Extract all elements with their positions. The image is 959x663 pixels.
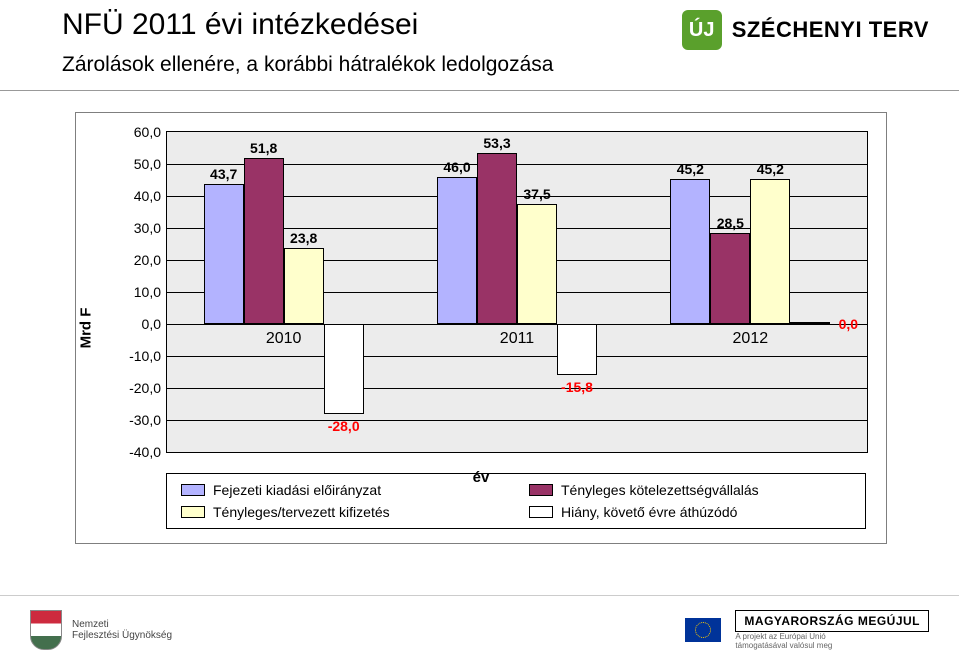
footer-agency-line2: Fejlesztési Ügynökség — [72, 630, 172, 641]
y-tick-label: 0,0 — [101, 316, 167, 332]
footer-left-text: Nemzeti Fejlesztési Ügynökség — [72, 619, 172, 641]
legend-label: Hiány, követő évre áthúzódó — [561, 504, 737, 520]
footer-right: MAGYARORSZÁG MEGÚJUL A projekt az Európa… — [685, 610, 929, 650]
footer-sub1: A projekt az Európai Unió — [735, 632, 929, 641]
crest-icon — [30, 610, 62, 650]
y-tick-label: 30,0 — [101, 220, 167, 236]
page-footer: Nemzeti Fejlesztési Ügynökség MAGYARORSZ… — [0, 595, 959, 663]
bar-tenyleges_kif — [284, 248, 324, 324]
bar-fejezeti — [437, 177, 477, 324]
chart-container: Mrd F 60,050,040,030,020,010,00,0-10,0-2… — [75, 112, 887, 544]
legend-swatch-icon — [181, 506, 205, 518]
y-tick-label: 20,0 — [101, 252, 167, 268]
page-title: NFÜ 2011 évi intézkedései — [62, 8, 418, 42]
y-tick-label: 50,0 — [101, 156, 167, 172]
y-tick-label: 40,0 — [101, 188, 167, 204]
header-logo: ÚJ SZÉCHENYI TERV — [682, 10, 929, 50]
bar-value-label: 45,2 — [677, 161, 704, 177]
gridline — [167, 420, 867, 421]
bar-hiany — [557, 324, 597, 375]
legend-label: Tényleges/tervezett kifizetés — [213, 504, 390, 520]
bar-value-label: 28,5 — [717, 215, 744, 231]
legend-label: Fejezeti kiadási előirányzat — [213, 482, 381, 498]
bar-hiany — [324, 324, 364, 414]
legend-item: Hiány, követő évre áthúzódó — [529, 504, 851, 520]
header-rule — [0, 90, 959, 91]
legend-swatch-icon — [529, 484, 553, 496]
bar-value-label: -28,0 — [328, 418, 360, 434]
footer-left: Nemzeti Fejlesztési Ügynökség — [30, 610, 172, 650]
bar-value-label: 37,5 — [523, 186, 550, 202]
y-tick-label: 60,0 — [101, 124, 167, 140]
bar-value-label: 23,8 — [290, 230, 317, 246]
gridline — [167, 388, 867, 389]
bar-value-label: 45,2 — [757, 161, 784, 177]
legend-item: Fejezeti kiadási előirányzat — [181, 482, 503, 498]
plot-area: 60,050,040,030,020,010,00,0-10,0-20,0-30… — [166, 131, 868, 453]
legend-item: Tényleges kötelezettségvállalás — [529, 482, 851, 498]
y-axis-label: Mrd F — [78, 308, 95, 349]
page-subtitle: Zárolások ellenére, a korábbi hátralékok… — [62, 53, 553, 77]
legend: Fejezeti kiadási előirányzat Tényleges kö… — [166, 473, 866, 529]
bar-fejezeti — [670, 179, 710, 324]
bar-value-label: 46,0 — [443, 159, 470, 175]
bar-value-label: -15,8 — [561, 379, 593, 395]
bar-tenyleges_kot — [710, 233, 750, 324]
bar-fejezeti — [204, 184, 244, 324]
bar-value-label: 43,7 — [210, 166, 237, 182]
bar-tenyleges_kot — [477, 153, 517, 324]
zero-line — [167, 324, 867, 325]
logo-text: SZÉCHENYI TERV — [732, 17, 929, 43]
y-tick-label: -30,0 — [101, 412, 167, 428]
footer-sub2: támogatásával valósul meg — [735, 641, 929, 650]
footer-agency-line1: Nemzeti — [72, 619, 172, 630]
bar-tenyleges_kot — [244, 158, 284, 324]
x-category-label: 2011 — [500, 330, 534, 348]
bar-value-label: 0,0 — [839, 316, 858, 332]
x-category-label: 2012 — [733, 330, 769, 348]
x-category-label: 2010 — [266, 330, 302, 348]
bar-tenyleges_kif — [750, 179, 790, 324]
bar-hiany — [790, 322, 830, 324]
legend-swatch-icon — [181, 484, 205, 496]
eu-flag-icon — [685, 618, 721, 642]
legend-swatch-icon — [529, 506, 553, 518]
gridline — [167, 356, 867, 357]
bar-tenyleges_kif — [517, 204, 557, 324]
y-tick-label: -10,0 — [101, 348, 167, 364]
bar-value-label: 53,3 — [483, 135, 510, 151]
y-tick-label: 10,0 — [101, 284, 167, 300]
y-tick-label: -40,0 — [101, 444, 167, 460]
legend-label: Tényleges kötelezettségvállalás — [561, 482, 759, 498]
logo-badge-icon: ÚJ — [682, 10, 722, 50]
footer-slogan-box: MAGYARORSZÁG MEGÚJUL — [735, 610, 929, 632]
legend-item: Tényleges/tervezett kifizetés — [181, 504, 503, 520]
bar-value-label: 51,8 — [250, 140, 277, 156]
y-tick-label: -20,0 — [101, 380, 167, 396]
